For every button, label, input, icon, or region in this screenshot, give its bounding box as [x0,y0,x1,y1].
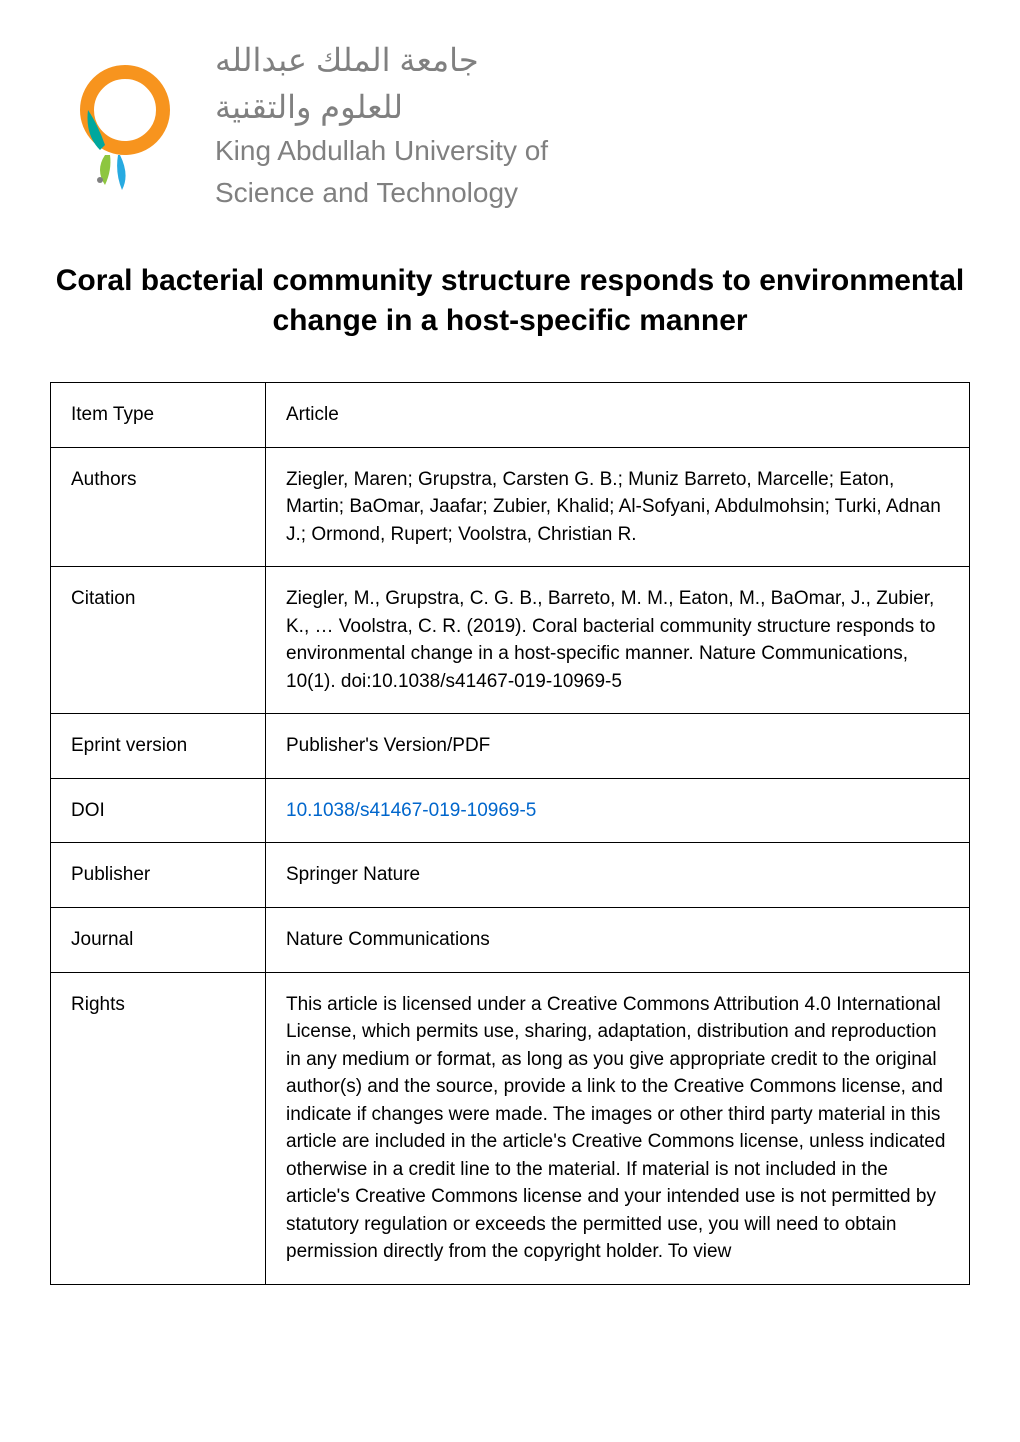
table-row: CitationZiegler, M., Grupstra, C. G. B.,… [51,567,970,714]
metadata-value: 10.1038/s41467-019-10969-5 [266,778,970,843]
table-row: DOI 10.1038/s41467-019-10969-5 [51,778,970,843]
table-row: PublisherSpringer Nature [51,843,970,908]
metadata-value: Ziegler, M., Grupstra, C. G. B., Barreto… [266,567,970,714]
metadata-value: Article [266,382,970,447]
metadata-label: Publisher [51,843,266,908]
metadata-table: Item TypeArticleAuthorsZiegler, Maren; G… [50,382,970,1285]
metadata-label: DOI [51,778,266,843]
kaust-logo [50,55,190,195]
metadata-value: Ziegler, Maren; Grupstra, Carsten G. B.;… [266,447,970,567]
arabic-name-line1: جامعة الملك عبدالله [215,40,548,82]
university-names: جامعة الملك عبدالله للعلوم والتقنية King… [215,40,548,211]
metadata-label: Journal [51,907,266,972]
table-row: AuthorsZiegler, Maren; Grupstra, Carsten… [51,447,970,567]
table-row: Item TypeArticle [51,382,970,447]
english-name-line2: Science and Technology [215,175,548,211]
arabic-name-line2: للعلوم والتقنية [215,87,548,129]
table-row: RightsThis article is licensed under a C… [51,972,970,1284]
doi-link[interactable]: 10.1038/s41467-019-10969-5 [286,800,536,821]
metadata-label: Eprint version [51,714,266,779]
metadata-value: This article is licensed under a Creativ… [266,972,970,1284]
english-name-line1: King Abdullah University of [215,133,548,169]
metadata-value: Nature Communications [266,907,970,972]
metadata-label: Citation [51,567,266,714]
metadata-label: Item Type [51,382,266,447]
university-header: جامعة الملك عبدالله للعلوم والتقنية King… [50,40,970,211]
metadata-label: Authors [51,447,266,567]
paper-title: Coral bacterial community structure resp… [50,261,970,342]
metadata-label: Rights [51,972,266,1284]
metadata-value: Springer Nature [266,843,970,908]
table-row: Eprint versionPublisher's Version/PDF [51,714,970,779]
metadata-value: Publisher's Version/PDF [266,714,970,779]
table-row: JournalNature Communications [51,907,970,972]
